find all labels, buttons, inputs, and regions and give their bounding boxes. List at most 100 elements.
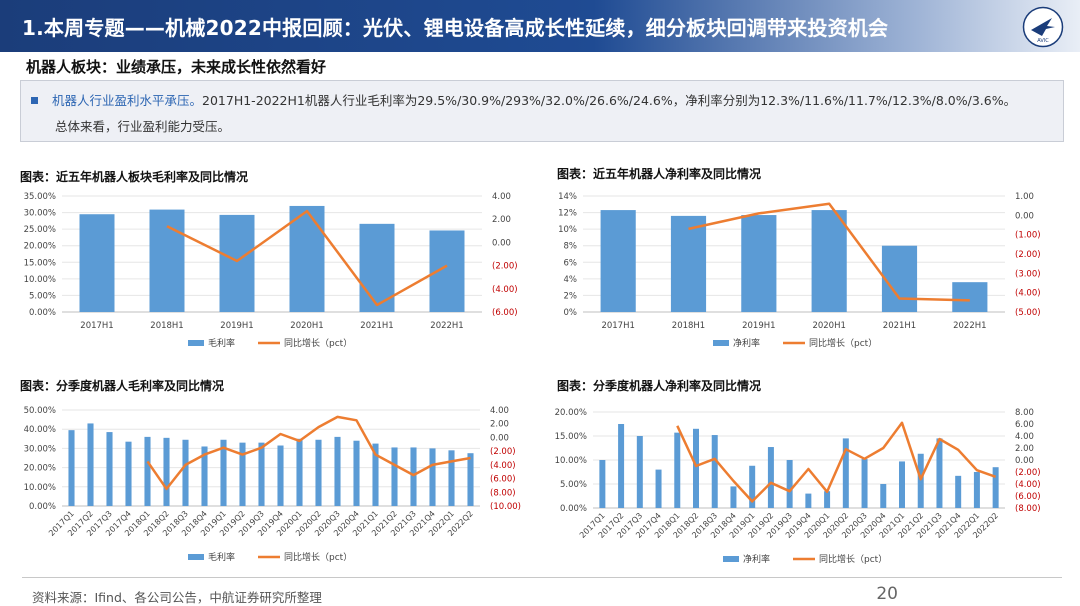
chart2-title: 图表：近五年机器人净利率及同比情况 (557, 167, 762, 181)
y-tick-label: 30.00% (24, 209, 56, 219)
chart-gross-margin-annual: 0.00% 5.00% 10.00% 15.00% 20.00% 25.00% 30.00%… (24, 192, 518, 349)
legend-bar-swatch (188, 554, 204, 560)
legend-bar-label: 毛利率 (208, 337, 235, 349)
y-tick-label: 0.00% (560, 504, 587, 514)
y-tick-label: 5.00% (29, 291, 56, 301)
bar (936, 438, 943, 508)
y-tick-label: 6% (564, 258, 578, 268)
bar (973, 472, 980, 508)
y2-tick-label: (3.00) (1015, 269, 1041, 279)
y2-tick-label: 4.00 (490, 406, 509, 416)
y-tick-label: 14% (558, 192, 577, 202)
bar (258, 442, 265, 506)
y2-tick-label: (6.00) (490, 475, 516, 485)
y2-tick-label: (2.00) (1015, 468, 1041, 478)
bar (448, 450, 455, 506)
y-tick-label: 8% (564, 242, 578, 252)
y2-tick-label: (6.00) (492, 308, 518, 318)
bar (201, 446, 208, 506)
y2-tick-label: (4.00) (1015, 289, 1041, 299)
y-tick-label: 20.00% (555, 408, 587, 418)
legend-bar-swatch (713, 340, 729, 346)
bar (391, 447, 398, 506)
yoy-line (688, 202, 970, 302)
bar (87, 423, 94, 506)
y-tick-label: 5.00% (560, 480, 587, 490)
page-title: 1.本周专题——机械2022中报回顾：光伏、锂电设备高成长性延续，细分板块回调带… (22, 16, 889, 40)
y-tick-label: 20.00% (24, 464, 56, 474)
bar (711, 435, 718, 508)
x-tick-label: 2017H1 (80, 321, 113, 331)
bar (749, 465, 756, 508)
x-tick-label: 2020H1 (812, 321, 845, 331)
y2-tick-label: 0.00 (490, 433, 509, 443)
bar (741, 215, 777, 312)
chart-net-margin-quarterly: 0.00% 5.00% 10.00% 15.00% 20.00% (8.00) (6.00)… (555, 408, 1041, 565)
bar (79, 214, 115, 312)
x-tick-label: 2019H1 (742, 321, 775, 331)
bar (861, 459, 868, 508)
bar (125, 441, 132, 506)
bar (149, 209, 185, 312)
bullet-square-icon (31, 97, 38, 104)
y-tick-label: 15.00% (24, 258, 56, 268)
legend-line-label: 同比增长（pct） (284, 337, 352, 349)
bar (881, 245, 918, 312)
summary-highlight: 机器人行业盈利水平承压。 (52, 93, 203, 108)
x-tick-label: 2019H1 (220, 321, 253, 331)
y2-tick-label: (4.00) (1015, 480, 1041, 490)
y-tick-label: 4% (564, 275, 578, 285)
bar (767, 447, 774, 508)
x-tick-label: 2020H1 (290, 321, 323, 331)
y2-tick-label: (2.00) (490, 447, 516, 457)
legend-line-label: 同比增长（pct） (819, 553, 887, 565)
y2-tick-label: 4.00 (1015, 432, 1034, 442)
legend-bar-swatch (188, 340, 204, 346)
y2-tick-label: 0.00 (1015, 456, 1034, 466)
bar (618, 424, 625, 508)
legend-bar-swatch (723, 556, 739, 562)
summary-text: 2017H1-2022H1机器人行业毛利率为29.5%/30.9%/293%/3… (202, 93, 1017, 108)
bar (315, 439, 322, 506)
y-tick-label: 30.00% (24, 444, 56, 454)
bar (917, 453, 924, 508)
summary-line-2: 总体来看，行业盈利能力受压。 (55, 119, 231, 134)
y2-tick-label: (2.00) (1015, 250, 1041, 260)
bar (353, 440, 360, 506)
summary-box: 机器人行业盈利水平承压。2017H1-2022H1机器人行业毛利率为29.5%/… (20, 80, 1064, 142)
x-tick-label: 2018H1 (150, 321, 183, 331)
section-subtitle: 机器人板块：业绩承压，未来成长性依然看好 (26, 58, 327, 76)
yoy-line (166, 209, 448, 307)
bar (429, 448, 436, 506)
bar (220, 439, 227, 506)
chart-net-margin-annual: 0% 2% 4% 6% 8% 10% 12% 14% (5.00) (4.00) (3.00) (2.… (558, 192, 1041, 349)
x-tick-label: 2018H1 (672, 321, 705, 331)
legend-line-label: 同比增长（pct） (284, 551, 352, 563)
chart-gross-margin-quarterly: 0.00% 10.00% 20.00% 30.00% 40.00% 50.00% (10.0… (24, 406, 521, 563)
bar (277, 445, 284, 506)
y2-tick-label: 2.00 (492, 215, 511, 225)
y-tick-label: 10.00% (24, 275, 56, 285)
y2-tick-label: (2.00) (492, 262, 518, 272)
y-tick-label: 50.00% (24, 406, 56, 416)
chart1-title: 图表：近五年机器人板块毛利率及同比情况 (20, 170, 249, 184)
header-banner: 1.本周专题——机械2022中报回顾：光伏、锂电设备高成长性延续，细分板块回调带… (0, 0, 1080, 52)
bar (955, 475, 962, 508)
legend-line-label: 同比增长（pct） (809, 337, 877, 349)
bar (674, 432, 681, 508)
bar (880, 484, 887, 508)
bar (842, 438, 849, 508)
yoy-line (676, 421, 997, 503)
bar (68, 430, 75, 506)
page-number: 20 (876, 584, 898, 604)
summary-line-1: 机器人行业盈利水平承压。2017H1-2022H1机器人行业毛利率为29.5%/… (31, 90, 1016, 109)
bar (182, 439, 189, 506)
chart4-title: 图表：分季度机器人净利率及同比情况 (557, 379, 762, 393)
y-tick-label: 2% (564, 291, 578, 301)
bar (992, 467, 999, 508)
bar (670, 215, 707, 312)
source-note: 资料来源：Ifind、各公司公告，中航证券研究所整理 (32, 590, 322, 605)
y2-tick-label: 4.00 (492, 192, 511, 202)
x-tick-label: 2017H1 (601, 321, 634, 331)
y2-tick-label: 1.00 (1015, 192, 1034, 202)
